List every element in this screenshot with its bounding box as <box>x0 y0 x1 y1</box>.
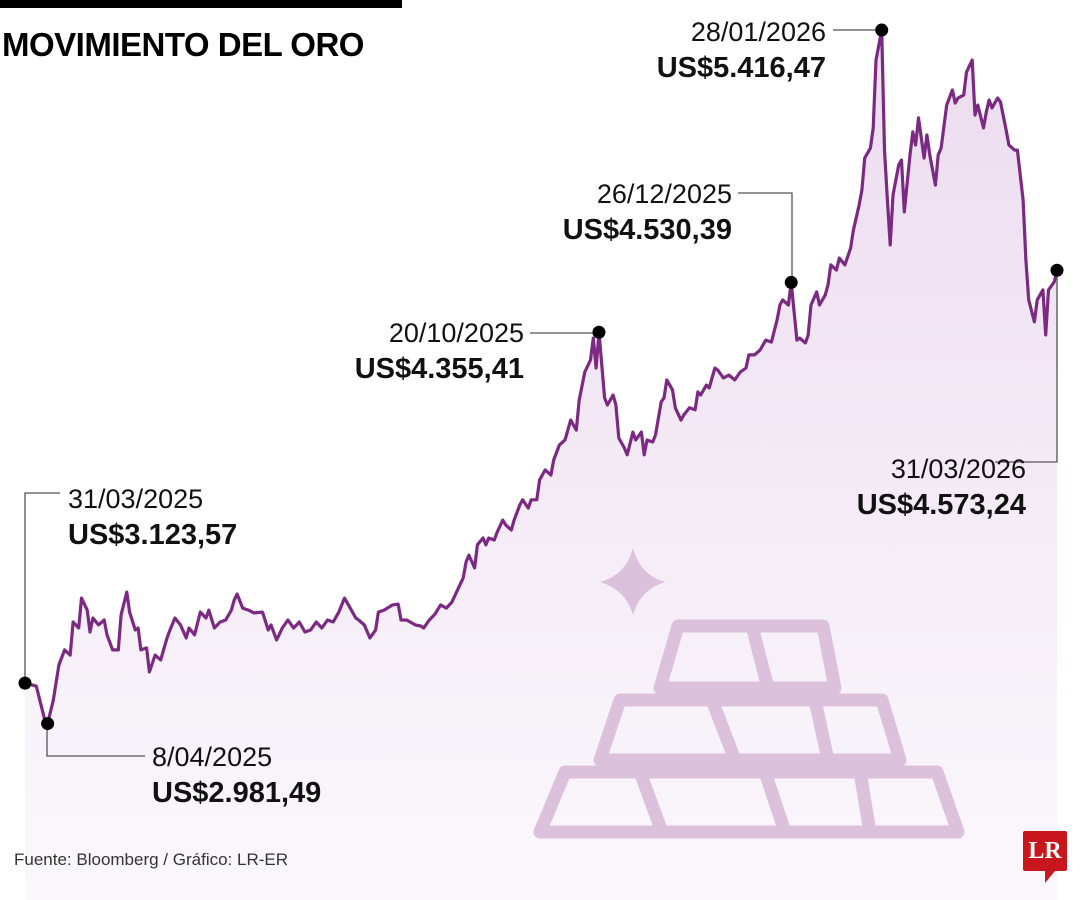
sparkle-icon <box>600 548 665 615</box>
annotation-marker-0 <box>18 676 32 690</box>
annotation-date: 8/04/2025 <box>152 742 273 772</box>
annotation-value: US$4.355,41 <box>354 353 524 385</box>
leader-line-dec <box>738 192 793 285</box>
annotation-dec: 26/12/2025 US$4.530,39 <box>563 181 732 245</box>
annotation-value: US$2.981,49 <box>152 777 322 809</box>
annotation-marker-4 <box>875 23 889 37</box>
source-note: Fuente: Bloomberg / Gráfico: LR-ER <box>14 850 289 869</box>
annotation-max: 28/01/2026 US$5.416,47 <box>657 19 826 83</box>
annotation-value: US$4.573,24 <box>856 489 1026 521</box>
annotation-start: 31/03/2025 US$3.123,57 <box>68 486 237 550</box>
leader-line-min <box>46 722 145 757</box>
annotation-marker-3 <box>784 275 798 289</box>
annotation-marker-2 <box>592 325 606 339</box>
annotation-min: 8/04/2025 US$2.981,49 <box>152 744 321 808</box>
annotation-date: 26/12/2025 <box>596 179 732 209</box>
lr-logo: LR <box>1023 831 1067 883</box>
annotation-date: 20/10/2025 <box>388 318 524 348</box>
annotation-oct: 20/10/2025 US$4.355,41 <box>355 320 524 384</box>
leader-line-end <box>995 272 1058 463</box>
annotation-value: US$5.416,47 <box>656 52 826 84</box>
annotation-date: 31/03/2026 <box>890 454 1026 484</box>
annotation-date: 28/01/2026 <box>690 17 826 47</box>
price-line <box>24 28 1059 726</box>
annotation-value: US$3.123,57 <box>68 519 238 551</box>
chart-title: MOVIMIENTO DEL ORO <box>2 26 364 63</box>
leader-line-start <box>24 492 60 683</box>
gold-bars-icon <box>533 548 965 839</box>
annotation-date: 31/03/2025 <box>68 484 204 514</box>
annotation-marker-1 <box>41 717 55 731</box>
annotation-end: 31/03/2026 US$4.573,24 <box>857 456 1026 520</box>
top-rule <box>0 0 402 8</box>
annotation-marker-5 <box>1050 263 1064 277</box>
annotation-value: US$4.530,39 <box>562 214 732 246</box>
